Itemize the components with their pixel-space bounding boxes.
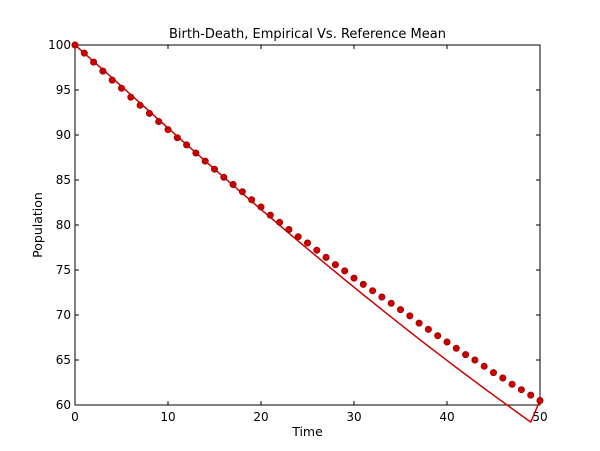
x-axis-label: Time [291,424,323,439]
x-axis-ticks: 0 10 20 30 40 50 [71,45,548,424]
empirical-point [359,280,367,288]
empirical-point [424,325,432,333]
y-axis-label: Population [30,192,45,258]
empirical-point [80,49,88,57]
x-tick-label: 30 [346,410,361,424]
empirical-point [164,126,172,134]
x-tick-label: 40 [439,410,454,424]
x-tick-label: 0 [71,410,79,424]
empirical-point [192,149,200,157]
empirical-point [406,312,414,320]
empirical-point [489,369,497,377]
y-tick-label: 85 [56,173,71,187]
empirical-point [434,332,442,340]
empirical-point [108,76,116,84]
empirical-point [257,203,265,211]
empirical-point [229,181,237,189]
empirical-point [378,293,386,301]
empirical-point [396,306,404,314]
empirical-point [369,287,377,295]
empirical-point [201,157,209,165]
x-tick-label: 50 [532,410,547,424]
empirical-point [527,391,535,399]
y-tick-label: 65 [56,353,71,367]
empirical-point [127,93,135,101]
empirical-point [99,67,107,75]
empirical-point [462,351,470,359]
empirical-point [322,253,330,261]
x-tick-label: 10 [160,410,175,424]
empirical-point [517,386,525,394]
empirical-point [536,396,544,404]
empirical-point [276,218,284,226]
empirical-point [350,274,358,282]
empirical-point [238,188,246,196]
empirical-point [452,344,460,352]
empirical-point [508,380,516,388]
empirical-point [71,41,79,49]
y-tick-label: 70 [56,308,71,322]
empirical-point [183,141,191,149]
x-tick-label: 20 [253,410,268,424]
plot-area: 0 10 20 30 40 50 60 65 70 75 80 85 90 95 100 [48,38,548,424]
empirical-point [173,134,181,142]
empirical-point [145,109,153,117]
chart-title: Birth-Death, Empirical Vs. Reference Mea… [169,27,446,42]
empirical-point [248,196,256,204]
empirical-point [211,165,219,173]
empirical-point [415,319,423,327]
y-tick-label: 60 [56,398,71,412]
empirical-point [387,299,395,307]
empirical-point [285,226,293,234]
y-axis-ticks: 60 65 70 75 80 85 90 95 100 [48,38,540,412]
y-tick-label: 90 [56,128,71,142]
empirical-point [220,173,228,181]
empirical-point [294,233,302,241]
plot-frame [74,44,541,406]
empirical-point [331,261,339,269]
empirical-point [480,362,488,370]
y-tick-label: 80 [56,218,71,232]
empirical-point [266,211,274,219]
empirical-point [443,338,451,346]
y-tick-label: 95 [56,83,71,97]
empirical-point [90,58,98,66]
empirical-point [471,356,479,364]
empirical-point [136,101,144,109]
empirical-point [499,374,507,382]
series-layer [71,41,544,424]
empirical-point [155,118,163,126]
empirical-point [118,84,126,92]
y-tick-label: 100 [48,38,71,52]
empirical-point [341,267,349,275]
empirical-point [313,246,321,254]
y-tick-label: 75 [56,263,71,277]
empirical-point [303,239,311,247]
